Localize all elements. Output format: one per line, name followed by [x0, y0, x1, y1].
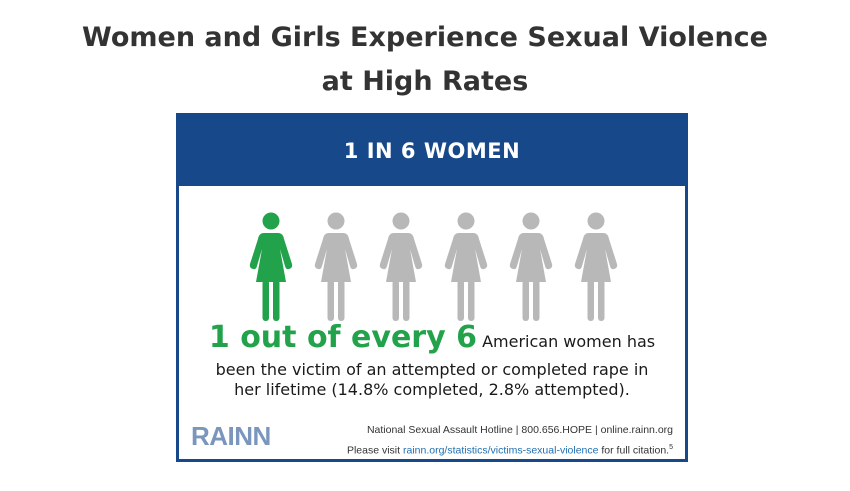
- card-header: 1 IN 6 WOMEN: [179, 116, 685, 186]
- woman-icon: [314, 212, 358, 322]
- woman-icon: [574, 212, 618, 322]
- citation-text: Please visit rainn.org/statistics/victim…: [347, 439, 673, 460]
- woman-icon: [379, 212, 423, 322]
- infographic-card: 1 IN 6 WOMEN 1 out of every 6 American w…: [176, 113, 688, 462]
- rainn-logo: RAINN: [191, 421, 271, 451]
- citation-superscript: 5: [669, 444, 673, 451]
- statistic-line-2: been the victim of an attempted or compl…: [215, 360, 649, 379]
- woman-icon: [509, 212, 553, 322]
- page-title-line-1: Women and Girls Experience Sexual Violen…: [82, 22, 768, 53]
- hotline-text: National Sexual Assault Hotline | 800.65…: [366, 424, 673, 436]
- woman-icon: [444, 212, 488, 322]
- statistic-highlight: 1 out of every 6: [208, 320, 477, 355]
- woman-icon-highlighted: [249, 212, 293, 322]
- women-figures-row: [179, 212, 685, 324]
- page-title-line-2: at High Rates: [321, 66, 529, 97]
- citation-suffix: for full citation.: [598, 444, 670, 457]
- statistic-line-3: her lifetime (14.8% completed, 2.8% atte…: [234, 380, 630, 399]
- statistic-rest: American women has: [476, 332, 656, 351]
- statistic-text: 1 out of every 6 American women has been…: [179, 320, 685, 400]
- citation-link[interactable]: rainn.org/statistics/victims-sexual-viol…: [402, 444, 599, 457]
- card-footer: National Sexual Assault Hotline | 800.65…: [347, 422, 673, 460]
- citation-prefix: Please visit: [346, 444, 403, 457]
- page-title: Women and Girls Experience Sexual Violen…: [0, 16, 850, 104]
